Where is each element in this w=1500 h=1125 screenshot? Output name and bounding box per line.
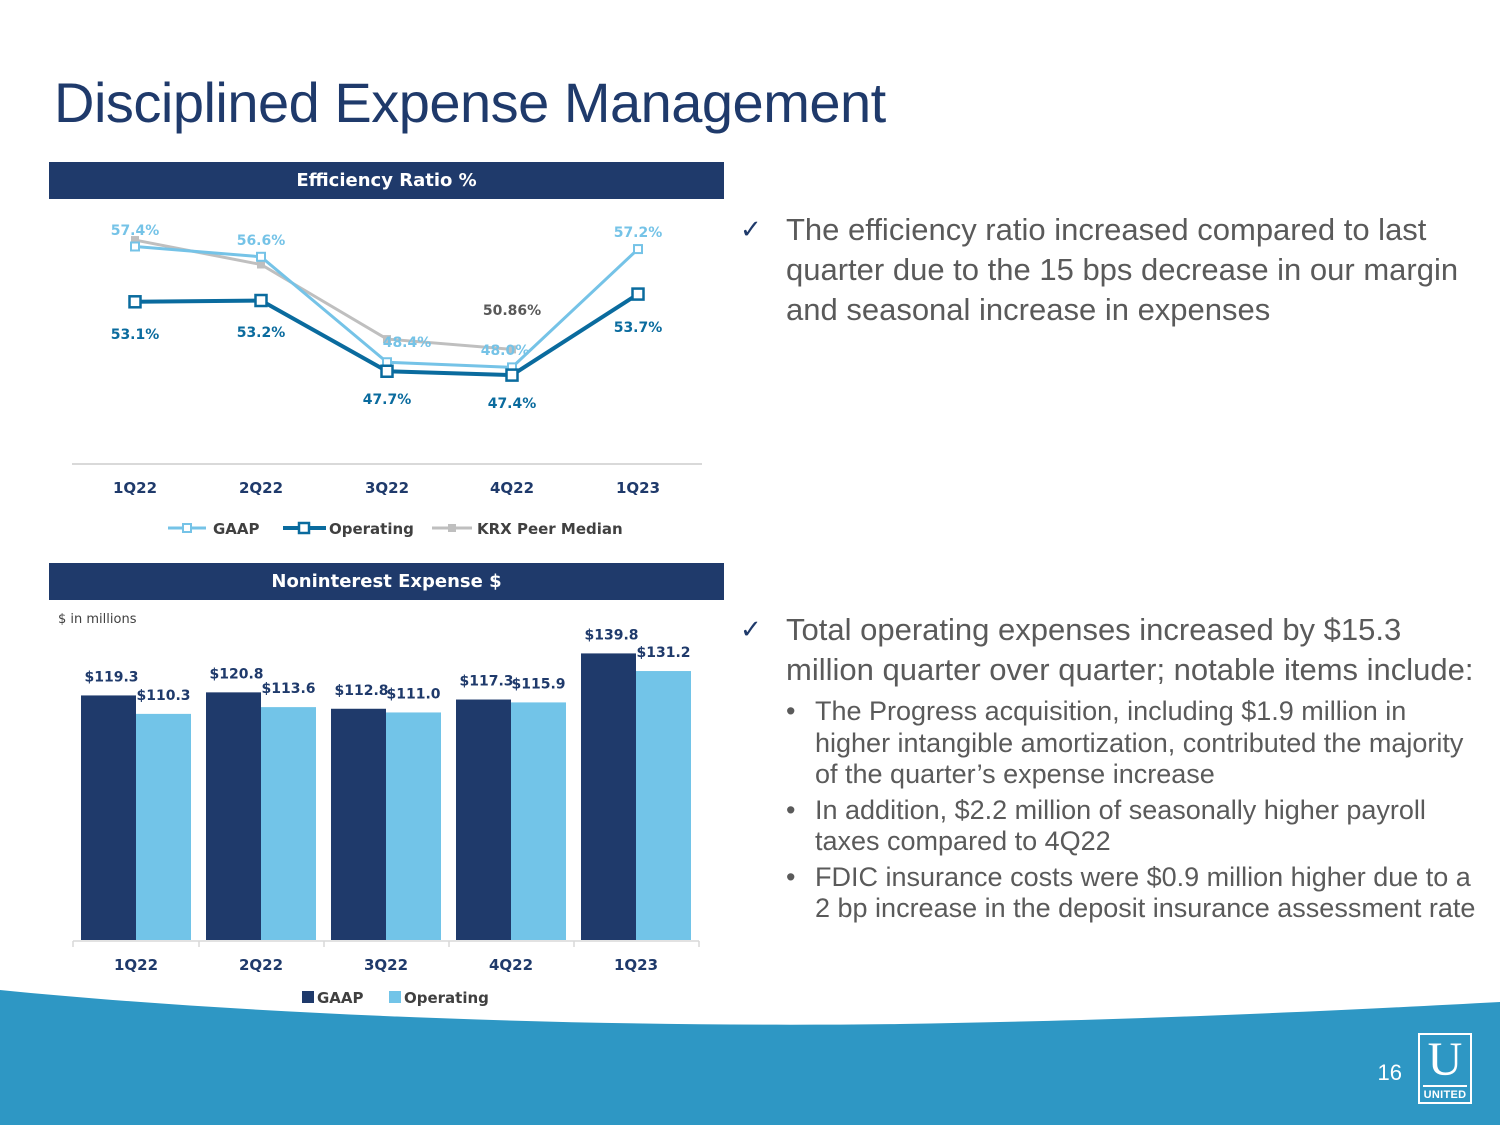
united-logo: U UNITED [1418, 1033, 1472, 1104]
operating-data-label: 53.2% [237, 325, 286, 341]
page-number: 16 [1377, 1060, 1402, 1085]
gaap-data-label: 56.6% [237, 233, 286, 249]
gaap-data-label: 48.0% [481, 343, 530, 359]
legend-gaap-label: GAAP [317, 989, 364, 1007]
operating-point [380, 364, 394, 378]
operating-bar-label: $110.3 [136, 688, 190, 704]
legend-gaap-swatch [302, 991, 314, 1003]
legend-operating-label: Operating [329, 520, 414, 538]
operating-data-label: 47.4% [488, 396, 537, 412]
operating-data-label: 53.1% [111, 327, 160, 343]
efficiency-commentary-text: The efficiency ratio increased compared … [786, 212, 1459, 327]
footer-wave [0, 990, 1500, 1125]
gaap-point [633, 244, 643, 255]
operating-data-label: 53.7% [614, 320, 663, 336]
notable-item: The Progress acquisition, including $1.9… [786, 696, 1485, 791]
notable-item: FDIC insurance costs were $0.9 million h… [786, 862, 1485, 925]
peer-median-point [257, 260, 265, 269]
legend-operating-marker [297, 521, 311, 535]
operating-point [631, 287, 645, 301]
expense-commentary-text: Total operating expenses increased by $1… [786, 612, 1474, 687]
x-tick-label: 1Q23 [614, 956, 658, 974]
legend-gaap-label: GAAP [213, 520, 260, 538]
peer-median-point [131, 236, 139, 245]
x-tick-label: 2Q22 [239, 956, 283, 974]
gaap-data-label: 57.2% [614, 225, 663, 241]
x-tick-label: 3Q22 [365, 479, 409, 497]
gaap-data-label: 48.4% [383, 335, 432, 351]
gaap-bar [206, 692, 261, 940]
noninterest-expense-header: Noninterest Expense $ [49, 563, 724, 600]
legend-peer-marker [448, 524, 456, 532]
operating-bar [136, 713, 191, 940]
operating-bar [261, 707, 316, 940]
operating-bar [511, 702, 566, 940]
legend-peer-label: KRX Peer Median [477, 520, 623, 538]
legend-operating-label: Operating [404, 989, 489, 1007]
peer-median-data-label: 50.86% [483, 303, 541, 319]
operating-bar-label: $115.9 [511, 676, 565, 692]
legend-operating-swatch [389, 991, 401, 1003]
gaap-bar-label: $112.8 [334, 683, 388, 699]
peer-median-point [383, 335, 391, 344]
gaap-bar-label: $117.3 [459, 674, 513, 690]
gaap-point [130, 241, 140, 252]
operating-point [254, 293, 268, 308]
legend-gaap-marker [182, 523, 192, 533]
operating-bar [386, 712, 441, 940]
x-tick-label: 4Q22 [490, 479, 534, 497]
operating-bar-label: $131.2 [636, 645, 690, 661]
gaap-bar-label: $139.8 [584, 627, 638, 643]
operating-data-label: 47.7% [363, 392, 412, 408]
checkmark-icon: ✓ [740, 215, 762, 245]
x-tick-label: 4Q22 [489, 956, 533, 974]
gaap-bar [81, 695, 136, 940]
operating-bar-label: $111.0 [386, 686, 440, 702]
operating-bar [636, 671, 691, 940]
expense-commentary: ✓ Total operating expenses increased by … [740, 610, 1485, 929]
gaap-data-label: 57.4% [111, 223, 160, 239]
notable-item: In addition, $2.2 million of seasonally … [786, 795, 1485, 858]
operating-point [505, 368, 519, 382]
gaap-bar [331, 708, 386, 940]
expense-notable-items: The Progress acquisition, including $1.9… [786, 696, 1485, 925]
x-tick-label: 3Q22 [364, 956, 408, 974]
x-tick-label: 2Q22 [239, 479, 283, 497]
logo-word: UNITED [1423, 1085, 1467, 1101]
logo-letter: U [1427, 1033, 1463, 1086]
operating-point [128, 295, 142, 309]
units-label: $ in millions [58, 612, 137, 627]
operating-bar-label: $113.6 [261, 681, 315, 697]
x-tick-label: 1Q22 [113, 479, 157, 497]
x-tick-label: 1Q23 [616, 479, 660, 497]
efficiency-commentary: ✓ The efficiency ratio increased compare… [740, 210, 1485, 330]
page-title: Disciplined Expense Management [54, 71, 886, 134]
checkmark-icon: ✓ [740, 615, 762, 645]
gaap-point [256, 251, 266, 262]
gaap-bar [581, 653, 636, 940]
gaap-bar [456, 699, 511, 940]
efficiency-ratio-header: Efficiency Ratio % [49, 162, 724, 199]
x-tick-label: 1Q22 [114, 956, 158, 974]
gaap-bar-label: $120.8 [209, 666, 263, 682]
gaap-bar-label: $119.3 [84, 669, 138, 685]
peer-median-point [508, 345, 516, 354]
